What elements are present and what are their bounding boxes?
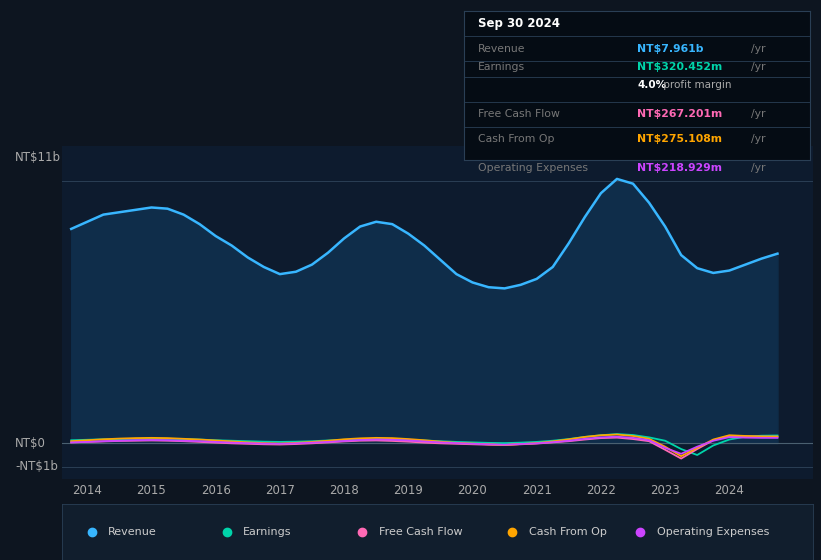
Text: /yr: /yr bbox=[751, 109, 766, 119]
Text: /yr: /yr bbox=[751, 44, 766, 54]
Text: -NT$1b: -NT$1b bbox=[15, 460, 57, 473]
Text: Operating Expenses: Operating Expenses bbox=[478, 163, 588, 173]
Text: Earnings: Earnings bbox=[243, 527, 292, 537]
Text: Revenue: Revenue bbox=[478, 44, 525, 54]
Text: Sep 30 2024: Sep 30 2024 bbox=[478, 17, 560, 30]
Text: NT$275.108m: NT$275.108m bbox=[637, 134, 722, 144]
Text: /yr: /yr bbox=[751, 163, 766, 173]
Text: NT$7.961b: NT$7.961b bbox=[637, 44, 704, 54]
Text: NT$320.452m: NT$320.452m bbox=[637, 62, 722, 72]
Text: /yr: /yr bbox=[751, 62, 766, 72]
Text: profit margin: profit margin bbox=[659, 81, 732, 90]
Text: NT$11b: NT$11b bbox=[15, 151, 61, 164]
Text: Operating Expenses: Operating Expenses bbox=[657, 527, 769, 537]
Text: NT$267.201m: NT$267.201m bbox=[637, 109, 722, 119]
Text: NT$218.929m: NT$218.929m bbox=[637, 163, 722, 173]
Text: /yr: /yr bbox=[751, 134, 766, 144]
Text: Cash From Op: Cash From Op bbox=[478, 134, 554, 144]
Text: Free Cash Flow: Free Cash Flow bbox=[478, 109, 560, 119]
Text: Revenue: Revenue bbox=[108, 527, 157, 537]
Text: NT$0: NT$0 bbox=[15, 437, 46, 450]
Text: Earnings: Earnings bbox=[478, 62, 525, 72]
Text: 4.0%: 4.0% bbox=[637, 81, 666, 90]
Text: Cash From Op: Cash From Op bbox=[529, 527, 607, 537]
Text: Free Cash Flow: Free Cash Flow bbox=[378, 527, 462, 537]
